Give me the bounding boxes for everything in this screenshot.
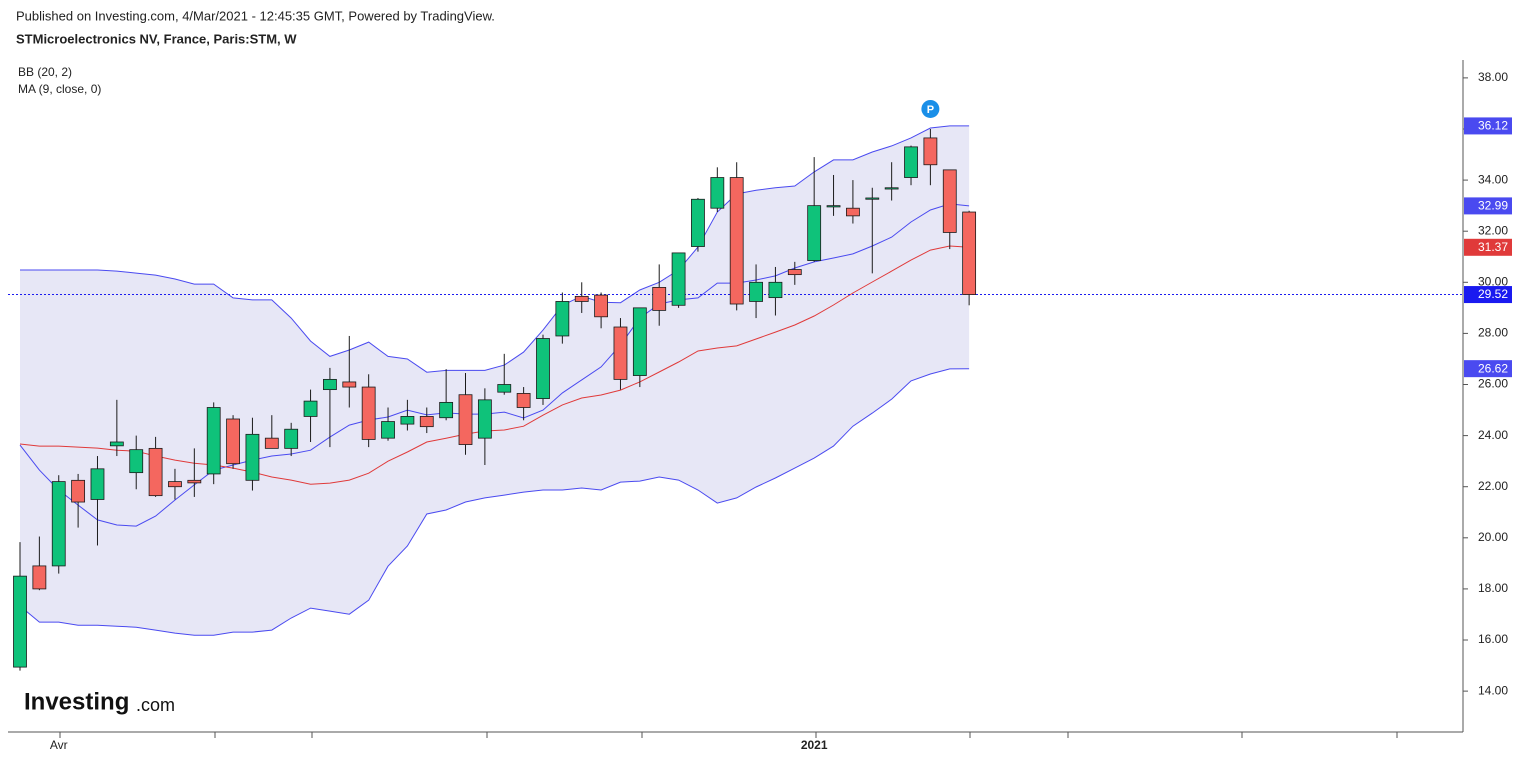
candle-body: [536, 338, 550, 399]
candle-body: [381, 421, 395, 439]
candle-body: [206, 407, 221, 475]
candle-body: [264, 437, 279, 449]
y-tick-label: 16.00: [1478, 632, 1508, 646]
candle-body: [109, 441, 124, 447]
candle-body: [671, 252, 686, 306]
logo-suffix: .com: [136, 695, 175, 715]
band-lower: [19, 368, 970, 636]
last-value-box: [1464, 197, 1512, 215]
candle-body: [516, 393, 531, 408]
last-value-label: 36.12: [1478, 119, 1508, 133]
logo-brand: Investing: [24, 688, 129, 715]
candle-body: [555, 301, 570, 337]
candle-body: [691, 198, 705, 247]
candle-body: [245, 433, 260, 481]
candle-body: [439, 401, 454, 419]
candle-body: [652, 287, 667, 311]
ma-line: [19, 245, 970, 485]
candle-body: [865, 197, 880, 200]
last-value-box: [1464, 238, 1512, 256]
candle-body: [962, 211, 977, 295]
band-fill: [20, 125, 970, 636]
candle-body: [168, 481, 182, 488]
last-value-label: 29.52: [1478, 287, 1508, 301]
y-tick-label: 34.00: [1478, 172, 1508, 186]
candle-body: [710, 177, 725, 209]
symbol-title: STMicroelectronics NV, France, Paris:STM…: [16, 31, 297, 46]
x-tick-label: Avr: [50, 738, 68, 752]
candle-body: [729, 177, 744, 305]
last-value-label: 32.99: [1478, 199, 1508, 213]
candle-body: [846, 207, 860, 217]
candle-body: [787, 269, 802, 276]
candle-body: [226, 418, 240, 465]
candle-body: [90, 468, 105, 500]
candle-body: [419, 416, 434, 428]
candle-body: [632, 307, 647, 376]
y-tick-label: 24.00: [1478, 428, 1508, 442]
band-upper: [20, 125, 970, 373]
y-tick-label: 14.00: [1478, 683, 1508, 697]
candle-body: [361, 386, 376, 440]
candle-body: [826, 205, 841, 208]
candle-body: [303, 400, 318, 417]
candle-body: [749, 281, 763, 302]
last-value-box: [1464, 360, 1512, 378]
marker-label: P: [927, 104, 934, 116]
y-tick-label: 22.00: [1478, 479, 1508, 493]
candle-body: [148, 447, 163, 497]
candle-body: [768, 281, 783, 299]
last-value-box: [1464, 117, 1512, 135]
marker-dot: [921, 99, 940, 118]
published-note: Published on Investing.com, 4/Mar/2021 -…: [16, 8, 495, 23]
candle-body: [904, 146, 918, 178]
candle-body: [284, 428, 299, 449]
y-tick-label: 32.00: [1478, 223, 1508, 237]
candle-body: [187, 479, 202, 484]
candle-body: [32, 565, 47, 590]
candle-body: [129, 449, 144, 474]
last-value-label: 31.37: [1478, 240, 1508, 254]
band-basis: [19, 203, 970, 527]
candle-body: [942, 169, 957, 233]
candle-body: [13, 575, 27, 668]
candle-body: [923, 137, 938, 166]
x-ticks: [59, 732, 1398, 738]
last-value-box: [1464, 286, 1512, 304]
candle-body: [613, 326, 628, 380]
x-tick-label: 2021: [801, 738, 828, 752]
last-value-label: 26.62: [1478, 361, 1508, 375]
y-tick-label: 18.00: [1478, 581, 1508, 595]
candle-body: [342, 381, 357, 388]
candle-body: [807, 205, 822, 261]
y-tick-label: 30.00: [1478, 274, 1508, 288]
y-tick-label: 38.00: [1478, 70, 1508, 84]
candle-body: [574, 295, 589, 302]
candle-body: [594, 294, 608, 318]
candle-body: [497, 384, 512, 393]
candle-body: [884, 187, 899, 190]
candle-body: [458, 394, 473, 445]
y-tick-label: 20.00: [1478, 530, 1508, 544]
candle-body: [400, 416, 415, 425]
candle-body: [51, 481, 66, 567]
candle-body: [323, 378, 337, 391]
y-tick-label: 26.00: [1478, 377, 1508, 391]
legend-bb: BB (20, 2): [18, 65, 72, 79]
candle-body: [477, 399, 492, 439]
y-tick-label: 28.00: [1478, 326, 1508, 340]
candle-body: [71, 479, 86, 503]
legend-ma: MA (9, close, 0): [18, 82, 101, 96]
